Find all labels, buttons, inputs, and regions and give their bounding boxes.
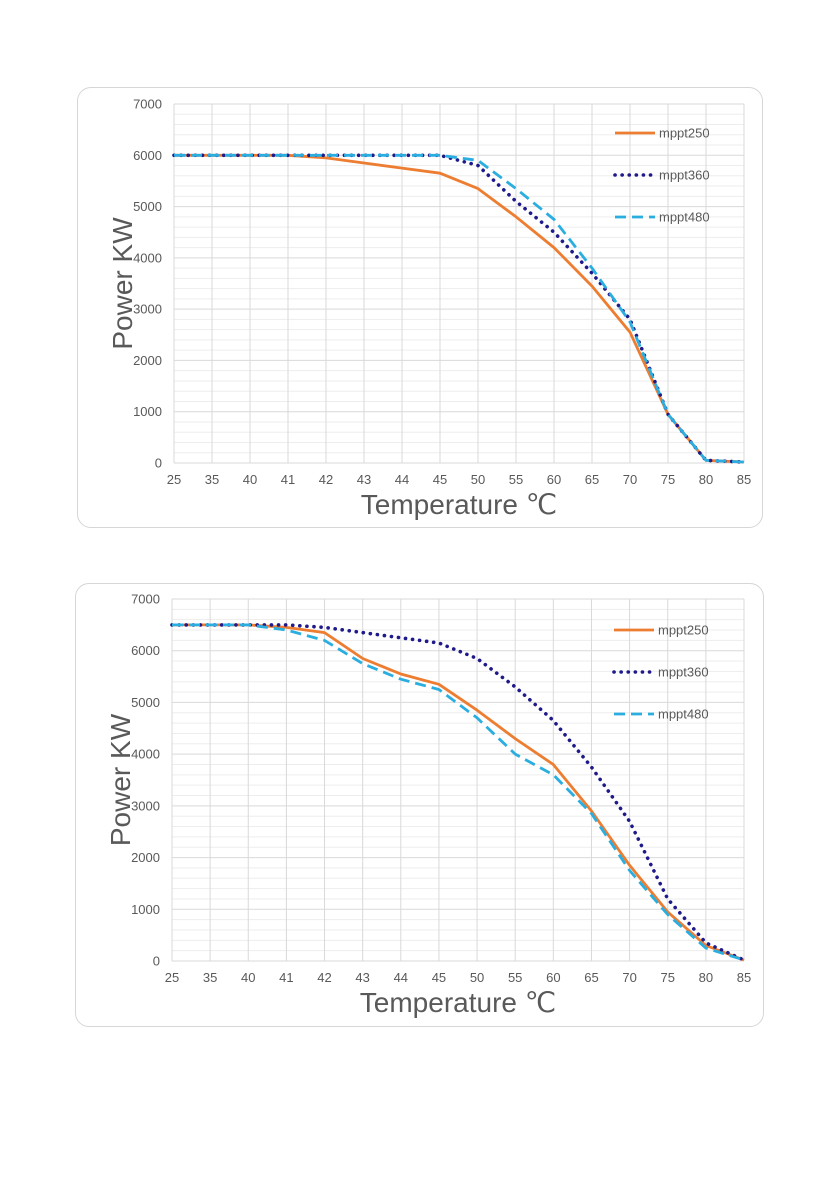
y-tick-label: 0 — [153, 954, 160, 969]
x-tick-label: 85 — [737, 472, 751, 487]
x-tick-label: 41 — [279, 970, 293, 985]
x-tick-label: 40 — [241, 970, 255, 985]
x-tick-label: 45 — [432, 970, 446, 985]
y-tick-label: 5000 — [131, 695, 160, 710]
x-tick-label: 75 — [660, 970, 674, 985]
y-axis-title: Power KW — [107, 217, 138, 350]
y-tick-label: 6000 — [131, 643, 160, 658]
legend: mppt250 mppt360 mppt480 — [613, 126, 710, 225]
x-tick-label: 55 — [509, 472, 523, 487]
x-tick-label: 60 — [546, 970, 560, 985]
y-tick-label: 7000 — [131, 592, 160, 607]
y-axis-tick-labels: 0 1000 2000 3000 4000 5000 6000 7000 — [133, 97, 162, 471]
y-tick-label: 3000 — [131, 798, 160, 813]
temperature-derating-chart-bottom: 0 1000 2000 3000 4000 5000 6000 7000 25 35 40 41 42 4… — [105, 592, 751, 1019]
legend-label-mppt480: mppt480 — [658, 707, 709, 722]
minor-gridlines — [174, 113, 744, 454]
x-axis-title: Temperature ℃ — [360, 987, 556, 1018]
y-axis-tick-labels: 0 1000 2000 3000 4000 5000 6000 7000 — [131, 592, 160, 969]
series-line-mppt480 — [174, 153, 745, 464]
x-tick-label: 35 — [203, 970, 217, 985]
x-tick-label: 65 — [584, 970, 598, 985]
y-tick-label: 4000 — [133, 250, 162, 265]
x-tick-label: 55 — [508, 970, 522, 985]
chart-card-bottom: 0 1000 2000 3000 4000 5000 6000 7000 25 35 40 41 42 4… — [75, 583, 764, 1027]
x-axis-tick-labels: 25 35 40 41 42 43 44 45 50 55 60 65 70 75 80 85 — [167, 472, 751, 487]
x-tick-label: 42 — [317, 970, 331, 985]
y-tick-label: 3000 — [133, 302, 162, 317]
series-line-mppt360 — [172, 153, 746, 464]
series-line-mppt480 — [172, 623, 745, 962]
y-tick-label: 1000 — [131, 902, 160, 917]
x-tick-label: 60 — [547, 472, 561, 487]
x-tick-label: 80 — [699, 472, 713, 487]
major-gridlines — [174, 103, 744, 464]
y-tick-label: 2000 — [133, 353, 162, 368]
x-tick-label: 70 — [622, 970, 636, 985]
y-tick-label: 1000 — [133, 404, 162, 419]
x-tick-label: 41 — [281, 472, 295, 487]
y-tick-label: 2000 — [131, 850, 160, 865]
y-axis-title: Power KW — [105, 713, 136, 846]
x-tick-label: 44 — [394, 970, 408, 985]
legend-label-mppt250: mppt250 — [659, 126, 710, 141]
x-tick-label: 65 — [585, 472, 599, 487]
y-tick-label: 6000 — [133, 148, 162, 163]
legend-label-mppt480: mppt480 — [659, 210, 710, 225]
y-tick-label: 4000 — [131, 747, 160, 762]
x-tick-label: 45 — [433, 472, 447, 487]
legend: mppt250 mppt360 mppt480 — [612, 623, 709, 722]
x-tick-label: 43 — [357, 472, 371, 487]
x-tick-label: 42 — [319, 472, 333, 487]
x-tick-label: 85 — [737, 970, 751, 985]
x-tick-label: 40 — [243, 472, 257, 487]
x-tick-label: 75 — [661, 472, 675, 487]
x-tick-label: 50 — [470, 970, 484, 985]
x-tick-label: 80 — [699, 970, 713, 985]
x-axis-title: Temperature ℃ — [361, 489, 557, 520]
x-tick-label: 44 — [395, 472, 409, 487]
x-tick-label: 70 — [623, 472, 637, 487]
legend-label-mppt250: mppt250 — [658, 623, 709, 638]
x-tick-label: 35 — [205, 472, 219, 487]
y-tick-label: 5000 — [133, 199, 162, 214]
y-tick-label: 0 — [155, 456, 162, 471]
x-tick-label: 25 — [165, 970, 179, 985]
vertical-gridlines — [173, 104, 745, 463]
chart-card-top: 0 1000 2000 3000 4000 5000 6000 7000 25 35 40 41 42 4… — [77, 87, 763, 528]
vertical-gridlines — [171, 599, 745, 961]
legend-label-mppt360: mppt360 — [659, 168, 710, 183]
x-tick-label: 25 — [167, 472, 181, 487]
major-gridlines — [172, 598, 744, 962]
temperature-derating-chart-top: 0 1000 2000 3000 4000 5000 6000 7000 25 35 40 41 42 4… — [107, 97, 751, 521]
legend-label-mppt360: mppt360 — [658, 665, 709, 680]
x-axis-tick-labels: 25 35 40 41 42 43 44 45 50 55 60 65 70 75 80 85 — [165, 970, 751, 985]
y-tick-label: 7000 — [133, 97, 162, 112]
x-tick-label: 43 — [355, 970, 369, 985]
x-tick-label: 50 — [471, 472, 485, 487]
